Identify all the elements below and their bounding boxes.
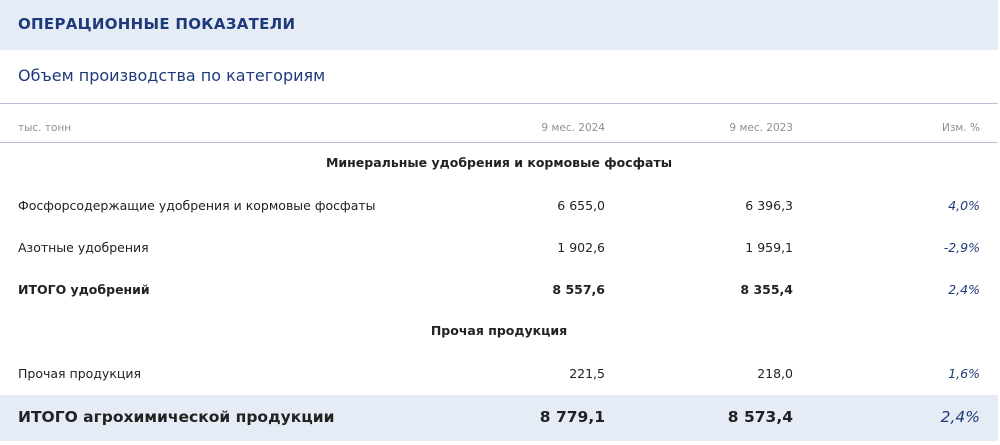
value-change: 4,0% [948, 198, 980, 213]
row-label: ИТОГО агрохимической продукции [18, 408, 335, 426]
table-title: Объем производства по категориям [18, 66, 326, 85]
section-title: Прочая продукция [0, 323, 998, 343]
value-2024: 6 655,0 [557, 198, 605, 213]
column-header-2023: 9 мес. 2023 [729, 122, 793, 134]
value-2024: 8 557,6 [552, 282, 605, 297]
value-2023: 6 396,3 [745, 198, 793, 213]
table-row: Азотные удобрения 1 902,6 1 959,1 -2,9% [0, 240, 998, 260]
row-label: ИТОГО удобрений [18, 282, 150, 297]
value-2023: 1 959,1 [745, 240, 793, 255]
value-2023: 8 355,4 [740, 282, 793, 297]
value-2023: 218,0 [757, 366, 793, 381]
table-row: Фосфорсодержащие удобрения и кормовые фо… [0, 198, 998, 218]
value-2023: 8 573,4 [727, 408, 793, 426]
value-change: -2,9% [943, 240, 980, 255]
section-title: Минеральные удобрения и кормовые фосфаты [0, 155, 998, 175]
column-header-change: Изм. % [941, 122, 980, 134]
row-label: Фосфорсодержащие удобрения и кормовые фо… [18, 198, 376, 213]
row-label: Азотные удобрения [18, 240, 149, 255]
value-2024: 1 902,6 [557, 240, 605, 255]
value-2024: 221,5 [569, 366, 605, 381]
section-title-text: Минеральные удобрения и кормовые фосфаты [325, 155, 673, 170]
page-title: ОПЕРАЦИОННЫЕ ПОКАЗАТЕЛИ [18, 15, 296, 33]
table-row-subtotal: ИТОГО удобрений 8 557,6 8 355,4 2,4% [0, 282, 998, 302]
divider [0, 103, 998, 104]
row-label: Прочая продукция [18, 366, 142, 381]
divider [0, 142, 998, 143]
section-title-text: Прочая продукция [430, 323, 568, 338]
table-row: Прочая продукция 221,5 218,0 1,6% [0, 366, 998, 386]
value-change: 2,4% [940, 408, 980, 426]
table-row-total: ИТОГО агрохимической продукции 8 779,1 8… [0, 408, 998, 428]
value-2024: 8 779,1 [539, 408, 605, 426]
table-header: тыс. тонн 9 мес. 2024 9 мес. 2023 Изм. % [0, 122, 998, 142]
total-band [0, 395, 998, 441]
section-header: ОПЕРАЦИОННЫЕ ПОКАЗАТЕЛИ [0, 0, 998, 50]
column-header-2024: 9 мес. 2024 [541, 122, 605, 134]
value-change: 1,6% [948, 366, 980, 381]
value-change: 2,4% [948, 282, 980, 297]
column-header-unit: тыс. тонн [18, 122, 72, 134]
